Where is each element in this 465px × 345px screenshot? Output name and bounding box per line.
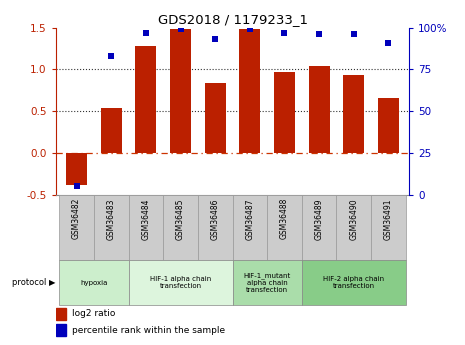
- Text: GSM36483: GSM36483: [107, 198, 116, 239]
- Point: [177, 27, 184, 32]
- Bar: [135, 46, 156, 153]
- Point: [246, 27, 253, 32]
- Bar: [170, 29, 191, 153]
- Bar: [94, 195, 128, 260]
- Bar: [274, 72, 295, 153]
- Text: GSM36487: GSM36487: [246, 198, 254, 239]
- Bar: [267, 195, 302, 260]
- Point: [385, 40, 392, 46]
- Bar: [302, 260, 406, 305]
- Text: HIF-1 alpha chain
transfection: HIF-1 alpha chain transfection: [150, 276, 211, 289]
- Bar: [302, 195, 337, 260]
- Text: percentile rank within the sample: percentile rank within the sample: [72, 326, 225, 335]
- Bar: [371, 195, 406, 260]
- Bar: [59, 260, 128, 305]
- Point: [315, 31, 323, 37]
- Text: GSM36490: GSM36490: [349, 198, 358, 240]
- Text: HIF-2 alpha chain
transfection: HIF-2 alpha chain transfection: [323, 276, 385, 289]
- Bar: [232, 195, 267, 260]
- Text: GSM36486: GSM36486: [211, 198, 219, 239]
- Point: [281, 30, 288, 36]
- Bar: [163, 195, 198, 260]
- Text: GSM36491: GSM36491: [384, 198, 393, 239]
- Bar: [56, 307, 66, 320]
- Text: GSM36485: GSM36485: [176, 198, 185, 239]
- Point: [142, 30, 150, 36]
- Bar: [232, 260, 302, 305]
- Bar: [378, 98, 399, 153]
- Bar: [198, 195, 232, 260]
- Bar: [101, 108, 122, 153]
- Text: protocol ▶: protocol ▶: [12, 278, 55, 287]
- Point: [350, 31, 358, 37]
- Point: [212, 37, 219, 42]
- Bar: [309, 66, 330, 153]
- Bar: [128, 260, 232, 305]
- Point: [73, 184, 80, 189]
- Point: [107, 53, 115, 59]
- Bar: [66, 153, 87, 185]
- Text: GSM36488: GSM36488: [280, 198, 289, 239]
- Bar: [205, 83, 226, 153]
- Text: GSM36484: GSM36484: [141, 198, 150, 239]
- Title: GDS2018 / 1179233_1: GDS2018 / 1179233_1: [158, 13, 307, 27]
- Text: log2 ratio: log2 ratio: [72, 309, 115, 318]
- Text: HIF-1_mutant
alpha chain
transfection: HIF-1_mutant alpha chain transfection: [244, 273, 291, 293]
- Text: GSM36482: GSM36482: [72, 198, 81, 239]
- Text: hypoxia: hypoxia: [80, 280, 107, 286]
- Text: GSM36489: GSM36489: [315, 198, 324, 239]
- Bar: [239, 29, 260, 153]
- Bar: [337, 195, 371, 260]
- Bar: [343, 75, 364, 153]
- Bar: [128, 195, 163, 260]
- Bar: [56, 324, 66, 336]
- Bar: [59, 195, 94, 260]
